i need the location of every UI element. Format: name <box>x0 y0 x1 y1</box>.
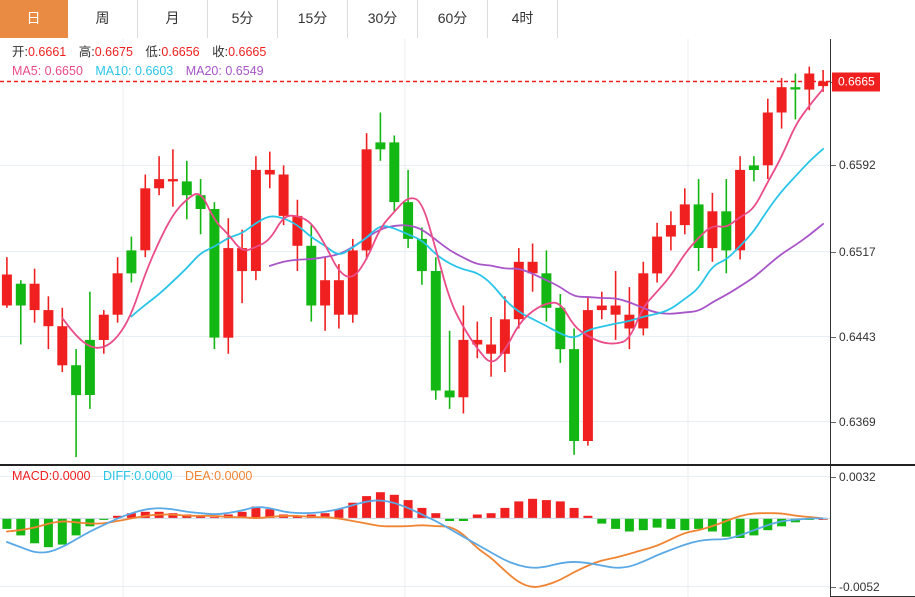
tab-5[interactable]: 15分 <box>278 0 348 38</box>
tab-6[interactable]: 30分 <box>348 0 418 38</box>
price-axis-label: 0.6592 <box>839 158 876 173</box>
high-value: 0.6675 <box>94 45 133 59</box>
price-axis-label: 0.6517 <box>839 244 876 259</box>
tab-3[interactable]: 月 <box>138 0 208 38</box>
tab-4[interactable]: 5分 <box>208 0 278 38</box>
price-chart-panel: 开:0.6661 高:0.6675 低:0.6656 收:0.6665 MA5:… <box>0 39 915 464</box>
tab-label: 4时 <box>511 10 534 26</box>
tab-label: 30分 <box>367 10 398 26</box>
tab-label: 5分 <box>231 10 254 26</box>
price-axis: 0.6665 0.6592 0.6517 0.6443 0.6369 <box>830 39 915 464</box>
diff-value: 0.0000 <box>134 469 173 483</box>
tab-label: 周 <box>95 10 110 26</box>
macd-label: MACD: <box>12 469 53 483</box>
macd-axis-label: 0.0032 <box>839 469 876 484</box>
candlestick-plot[interactable] <box>0 39 830 464</box>
tab-8[interactable]: 4时 <box>488 0 558 38</box>
macd-axis-tick <box>831 476 836 478</box>
low-value: 0.6656 <box>161 45 200 59</box>
dea-value: 0.0000 <box>214 469 253 483</box>
diff-label: DIFF: <box>103 469 135 483</box>
tab-7[interactable]: 60分 <box>418 0 488 38</box>
ma10-label: MA10: <box>95 64 132 78</box>
ma10-value: 0.6603 <box>135 64 174 78</box>
ma20-label: MA20: <box>185 64 222 78</box>
price-axis-label: 0.6369 <box>839 414 876 429</box>
macd-axis-tick <box>831 586 836 588</box>
tab-label: 日 <box>26 10 41 26</box>
dea-label: DEA: <box>184 469 215 483</box>
macd-plot[interactable] <box>0 466 830 597</box>
tab-1[interactable]: 日 <box>0 0 68 38</box>
ohlc-row: 开:0.6661 高:0.6675 低:0.6656 收:0.6665 <box>12 43 266 62</box>
close-label: 收: <box>212 45 229 59</box>
price-axis-tick <box>831 336 836 338</box>
high-label: 高: <box>78 45 95 59</box>
price-axis-tick <box>831 421 836 423</box>
tab-2[interactable]: 周 <box>68 0 138 38</box>
macd-value: 0.0000 <box>52 469 91 483</box>
open-value: 0.6661 <box>27 45 67 59</box>
ma5-label: MA5: <box>12 64 42 78</box>
low-label: 低: <box>145 45 162 59</box>
price-axis-tick <box>831 165 836 167</box>
tab-label: 月 <box>165 10 180 26</box>
tab-label: 15分 <box>297 10 328 26</box>
ma-row: MA5: 0.6650 MA10: 0.6603 MA20: 0.6549 <box>12 62 266 81</box>
price-axis-tick <box>831 251 836 253</box>
current-price-tag: 0.6665 <box>832 72 880 91</box>
tab-label: 60分 <box>437 10 468 26</box>
macd-legend: MACD:0.0000 DIFF:0.0000 DEA:0.0000 <box>12 469 252 483</box>
close-value: 0.6665 <box>228 45 267 59</box>
tabbar-filler <box>558 0 915 38</box>
macd-axis-label: -0.0052 <box>839 579 880 594</box>
ma20-value: 0.6549 <box>225 64 264 78</box>
price-axis-label: 0.6443 <box>839 329 876 344</box>
macd-panel: MACD:0.0000 DIFF:0.0000 DEA:0.0000 0.003… <box>0 464 915 597</box>
macd-axis: 0.0032 -0.0052 <box>830 466 915 597</box>
timeframe-tabbar: 日 周 月 5分 15分 30分 60分 4时 <box>0 0 915 38</box>
ma5-value: 0.6650 <box>44 64 83 78</box>
open-label: 开: <box>12 45 28 59</box>
quote-legend: 开:0.6661 高:0.6675 低:0.6656 收:0.6665 MA5:… <box>12 43 266 81</box>
